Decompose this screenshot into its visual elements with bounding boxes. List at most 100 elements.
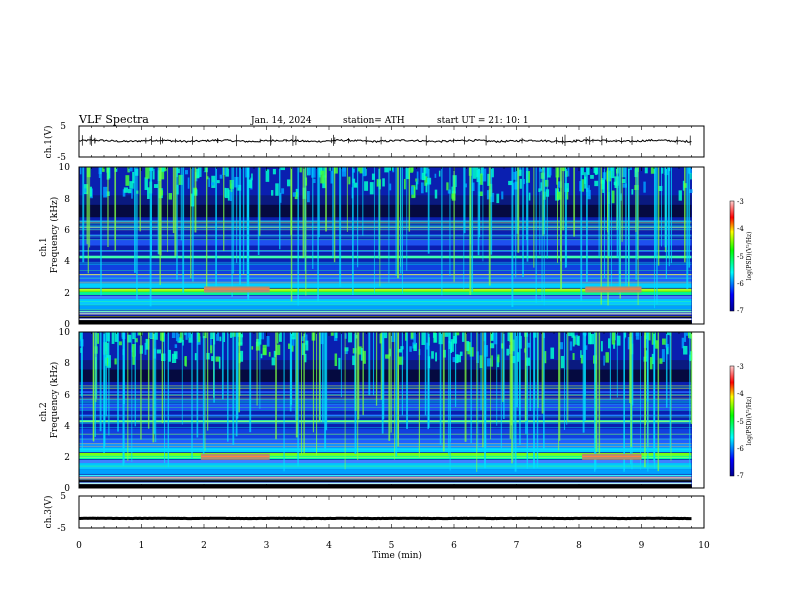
spectrogram-sferic <box>139 167 141 232</box>
ch1-timeseries-panel: 5 -5 ch.1(V) <box>43 122 705 163</box>
spectrogram-noise-patch <box>666 346 669 355</box>
spectrogram-sferic <box>536 332 539 468</box>
spectrogram-sferic <box>325 332 328 431</box>
spectrogram-sferic <box>368 332 371 396</box>
spectrogram-sferic <box>514 332 517 472</box>
spectrogram-sferic <box>442 332 445 452</box>
spectrogram-sferic <box>122 332 125 466</box>
spectrogram-frequency-band <box>79 195 692 205</box>
spectrogram-sferic <box>477 332 479 450</box>
spectrogram-noise-patch <box>662 338 666 345</box>
spectrogram-noise-patch <box>688 189 693 193</box>
spectrogram-noise-patch <box>247 179 253 188</box>
spectrogram-noise-patch <box>589 333 595 345</box>
spectrogram-noise-patch <box>129 181 134 189</box>
spectrogram-sferic <box>566 332 568 425</box>
spectrogram-noise-patch <box>629 167 632 171</box>
spectrogram-noise-patch <box>616 335 621 346</box>
spectrogram-sferic <box>533 167 535 268</box>
spectrogram-sferic <box>637 167 639 305</box>
spectrogram-noise-patch <box>185 332 188 340</box>
spectrogram-line <box>79 304 692 306</box>
spectrogram-noise-patch <box>106 343 109 355</box>
spectrogram-noise-patch <box>266 336 270 347</box>
spectrogram-noise-patch <box>276 332 279 344</box>
spectrogram-line <box>79 434 692 435</box>
spectrogram-noise-patch <box>251 346 254 350</box>
spectrogram-sferic <box>529 332 531 411</box>
spectrogram-noise-patch <box>659 358 663 364</box>
spectrogram-sferic <box>488 167 491 286</box>
spectrogram-noise-patch <box>433 332 438 343</box>
spectrogram-noise-patch <box>171 332 176 339</box>
ch1-cbar-tick-m3: -3 <box>737 198 744 206</box>
ch1-ylabel: ch.1(V) <box>43 126 54 159</box>
spectrogram-frequency-band <box>79 320 692 324</box>
spectrogram-noise-patch <box>447 189 451 194</box>
spectrogram-noise-patch <box>425 182 428 193</box>
spectrogram-noise-patch <box>660 167 664 174</box>
spectrogram-sferic <box>665 332 668 408</box>
spectrogram-frequency-band <box>79 480 692 482</box>
spectrogram-sferic <box>87 167 89 274</box>
spectrogram-sferic <box>688 167 690 268</box>
spectrogram-sferic <box>81 332 83 451</box>
spectrogram-sferic <box>318 167 320 238</box>
spectrogram-noise-patch <box>262 332 265 340</box>
spectrogram-noise-patch <box>320 167 323 174</box>
spectrogram-sferic <box>476 332 478 472</box>
spectrogram-line <box>79 250 692 251</box>
spectrogram-sferic <box>93 332 95 442</box>
ch2-colorbar <box>729 365 735 477</box>
spectrogram-sferic <box>379 167 381 287</box>
spectrogram-noise-patch <box>223 332 226 343</box>
spectrogram-sferic <box>665 167 667 280</box>
spectrogram-sferic <box>449 167 451 277</box>
spectrogram-noise-patch <box>507 332 510 342</box>
spectrogram-noise-patch <box>292 337 295 346</box>
spectrogram-noise-patch <box>389 183 392 191</box>
spectrogram-sferic <box>388 167 390 283</box>
spectrogram-noise-patch <box>163 167 167 172</box>
spectrogram-noise-patch <box>466 341 470 352</box>
spectrogram-noise-patch <box>567 167 570 177</box>
spectrogram-sferic <box>418 332 421 458</box>
spectrogram-noise-patch <box>273 350 277 358</box>
spectrogram-sferic <box>302 167 305 259</box>
spectrogram-sferic <box>580 167 583 301</box>
spectrogram-sferic <box>192 167 194 282</box>
spectrogram-sferic <box>346 167 348 232</box>
spectrogram-sferic <box>191 332 193 459</box>
spectrogram-sferic <box>667 167 670 256</box>
spectrogram-sferic <box>290 167 293 302</box>
spectrogram-sferic <box>582 332 585 433</box>
spectrogram-sferic <box>400 167 402 274</box>
spectrogram-noise-patch <box>114 332 119 342</box>
spectrogram-noise-patch <box>103 186 108 198</box>
spectrogram-sferic <box>670 167 672 264</box>
spectrogram-noise-patch <box>567 332 573 337</box>
spectrogram-line <box>79 482 692 484</box>
spectrogram-sferic <box>397 167 399 279</box>
spectrogram-noise-patch <box>229 332 233 338</box>
spectrogram-noise-patch <box>420 167 423 180</box>
spectrogram-sferic <box>395 167 397 276</box>
spectrogram-sferic <box>469 167 472 295</box>
spectrogram-noise-patch <box>330 170 333 184</box>
spectrogram-sferic <box>586 167 588 283</box>
spectrogram-line <box>79 277 692 279</box>
spectrogram-sferic <box>512 332 514 463</box>
spectrogram-noise-patch <box>651 353 654 365</box>
spectrogram-noise-patch <box>352 178 356 183</box>
spectrogram-line <box>79 449 692 450</box>
spectrogram-noise-patch <box>272 168 276 175</box>
spectrogram-noise-patch <box>491 168 494 178</box>
spectrogram-noise-patch <box>482 168 487 182</box>
spectrogram-line <box>79 257 692 259</box>
spectrogram-noise-patch <box>107 167 111 179</box>
spectrogram-sferic <box>558 332 561 441</box>
spectrogram-sferic <box>515 167 517 278</box>
spectrogram-sferic <box>325 167 327 232</box>
spectrogram-sferic <box>223 167 225 251</box>
